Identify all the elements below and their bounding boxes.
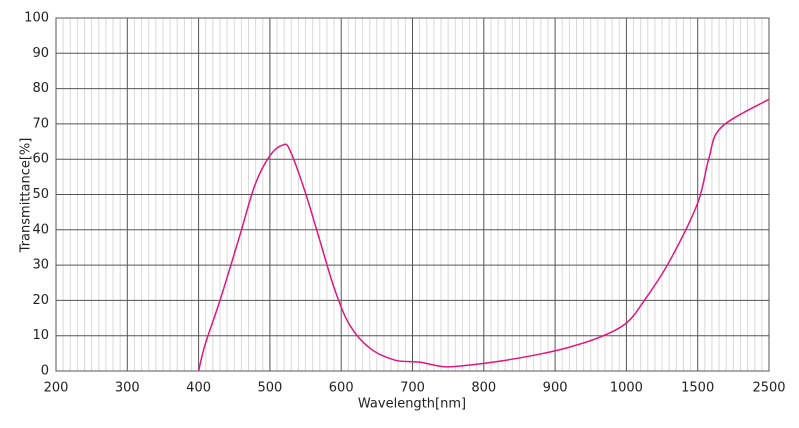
x-tick-label: 1000 (610, 381, 643, 396)
y-tick-label: 50 (32, 187, 49, 202)
x-tick-label: 2500 (752, 381, 785, 396)
x-tick-label: 800 (471, 381, 496, 396)
x-tick-label: 600 (329, 381, 354, 396)
plot-frame (55, 17, 770, 372)
y-tick-label: 70 (32, 116, 49, 131)
y-tick-label: 0 (41, 364, 49, 379)
x-tick-label: 200 (44, 381, 69, 396)
x-tick-label: 700 (400, 381, 425, 396)
x-tick-label: 300 (115, 381, 140, 396)
x-tick-label: 1500 (681, 381, 714, 396)
y-tick-label: 60 (32, 152, 49, 167)
y-axis-label: Transmittance[%] (19, 138, 34, 254)
x-tick-label: 500 (257, 381, 282, 396)
y-tick-label: 100 (24, 11, 49, 26)
y-tick-label: 10 (32, 328, 49, 343)
x-tick-label: 900 (543, 381, 568, 396)
y-tick-label: 40 (32, 222, 49, 237)
y-tick-label: 90 (32, 46, 49, 61)
y-tick-label: 30 (32, 258, 49, 273)
x-tick-label: 400 (186, 381, 211, 396)
y-tick-label: 20 (32, 293, 49, 308)
x-axis-label: Wavelength[nm] (358, 397, 466, 412)
y-tick-label: 80 (32, 81, 49, 96)
transmittance-line (197, 98, 770, 372)
